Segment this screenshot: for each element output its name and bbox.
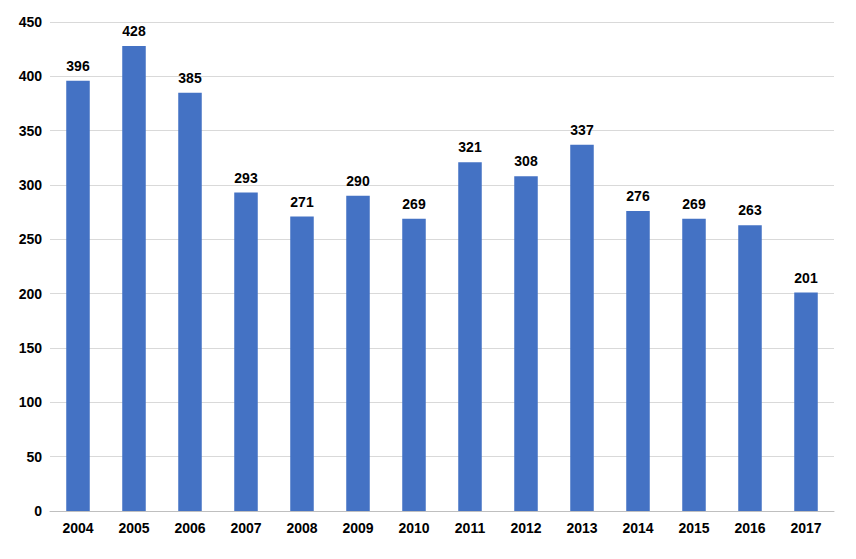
svg-text:201: 201 [794,270,818,286]
svg-text:2010: 2010 [398,520,429,536]
svg-text:290: 290 [346,173,370,189]
svg-text:200: 200 [19,286,43,302]
svg-text:276: 276 [626,188,650,204]
svg-text:2005: 2005 [118,520,149,536]
svg-text:450: 450 [19,14,43,30]
svg-text:2017: 2017 [790,520,821,536]
svg-text:400: 400 [19,68,43,84]
svg-text:428: 428 [122,23,146,39]
svg-text:2011: 2011 [455,520,486,536]
svg-text:2014: 2014 [622,520,653,536]
svg-text:321: 321 [458,139,482,155]
svg-text:2006: 2006 [174,520,205,536]
svg-text:2008: 2008 [286,520,317,536]
svg-text:50: 50 [26,449,42,465]
svg-text:350: 350 [19,123,43,139]
svg-text:269: 269 [682,196,706,212]
svg-text:308: 308 [514,153,538,169]
svg-text:150: 150 [19,340,43,356]
svg-text:2013: 2013 [566,520,597,536]
svg-text:2004: 2004 [62,520,93,536]
svg-text:385: 385 [178,70,202,86]
svg-text:263: 263 [738,202,762,218]
svg-text:337: 337 [570,122,594,138]
svg-text:100: 100 [19,394,43,410]
svg-text:2015: 2015 [678,520,709,536]
svg-text:396: 396 [66,58,90,74]
svg-text:300: 300 [19,177,43,193]
svg-text:293: 293 [234,170,258,186]
svg-text:271: 271 [290,194,314,210]
svg-text:2016: 2016 [734,520,765,536]
svg-text:250: 250 [19,231,43,247]
svg-text:2009: 2009 [342,520,373,536]
svg-text:2012: 2012 [510,520,541,536]
svg-text:0: 0 [34,503,42,519]
svg-text:2007: 2007 [230,520,261,536]
svg-text:269: 269 [402,196,426,212]
